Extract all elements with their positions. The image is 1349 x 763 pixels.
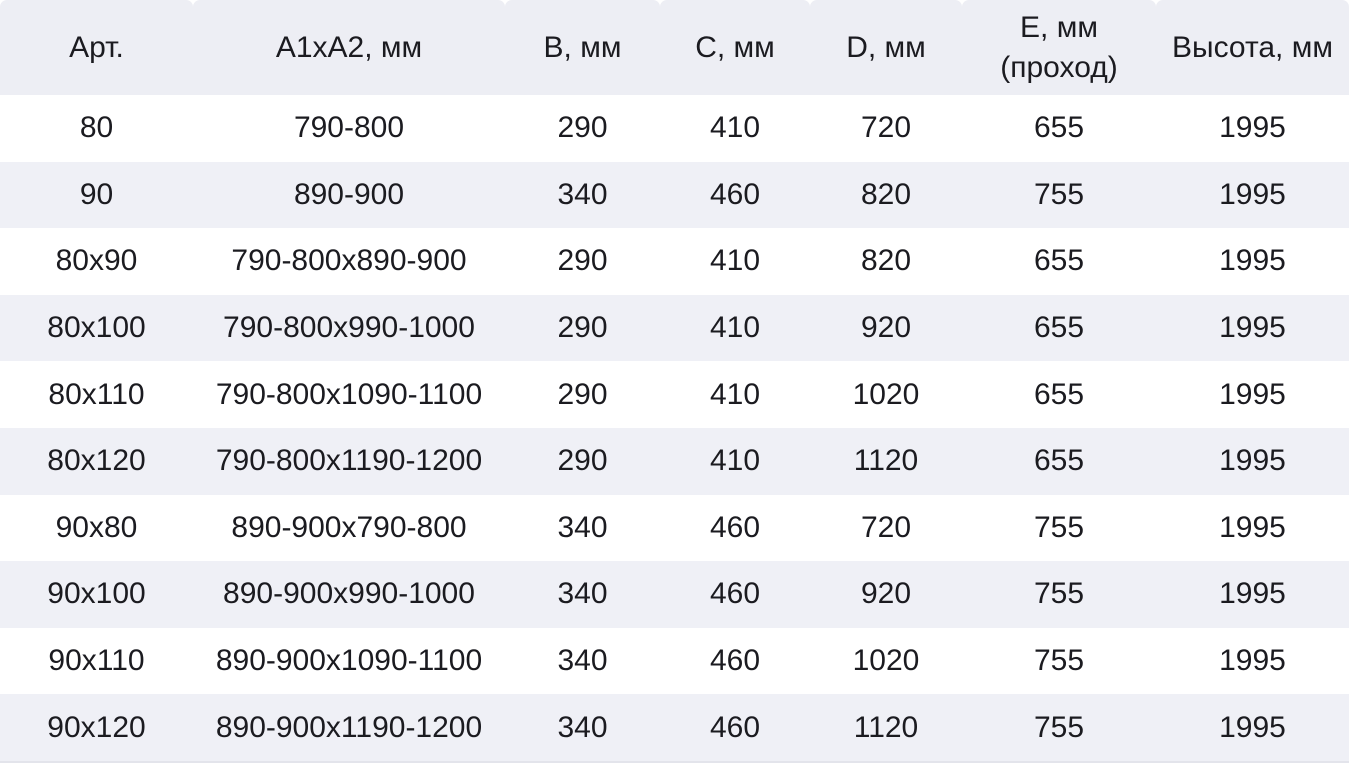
cell-c: 460: [709, 710, 761, 744]
cell-a1xa2: 890-900x990-1000: [223, 577, 475, 611]
cell-e: 755: [1033, 644, 1085, 678]
cell-d: 820: [860, 244, 912, 278]
table-header-row: Арт. A1xA2, мм B, мм C, мм D, мм E, мм (…: [0, 0, 1349, 95]
table-row: 90 890-900 340 460 820 755 1995: [0, 161, 1349, 229]
cell-height: 1995: [1219, 710, 1286, 744]
header-cell-e: E, мм (проход): [962, 0, 1156, 95]
cell-e: 755: [1033, 177, 1085, 211]
header-cell-b: B, мм: [505, 0, 660, 95]
cell-b: 290: [557, 111, 608, 145]
cell-e: 655: [1033, 444, 1085, 478]
table-row: 90x110 890-900x1090-1100 340 460 1020 75…: [0, 627, 1349, 695]
cell-art: 90x120: [47, 710, 146, 744]
cell-art: 80x120: [47, 444, 146, 478]
cell-b: 340: [557, 710, 608, 744]
cell-b: 340: [557, 644, 608, 678]
header-cell-art: Арт.: [0, 0, 193, 95]
cell-art: 90: [79, 177, 114, 211]
cell-height: 1995: [1219, 577, 1286, 611]
cell-c: 410: [709, 444, 761, 478]
header-cell-height: Высота, мм: [1156, 0, 1349, 95]
cell-d: 920: [860, 311, 912, 345]
cell-height: 1995: [1219, 510, 1286, 544]
cell-e: 655: [1033, 111, 1085, 145]
cell-c: 410: [709, 377, 761, 411]
cell-art: 80x110: [48, 377, 145, 411]
cell-art: 90x100: [47, 577, 146, 611]
header-cell-a1xa2: A1xA2, мм: [193, 0, 505, 95]
header-label: Высота, мм: [1172, 30, 1333, 64]
cell-art: 80: [79, 111, 114, 145]
cell-height: 1995: [1219, 444, 1286, 478]
cell-height: 1995: [1219, 644, 1286, 678]
cell-c: 460: [709, 577, 761, 611]
cell-e: 755: [1033, 577, 1085, 611]
header-label: E, мм: [1020, 10, 1098, 44]
table-row: 80x120 790-800x1190-1200 290 410 1120 65…: [0, 427, 1349, 495]
header-cell-d: D, мм: [810, 0, 962, 95]
cell-d: 1120: [853, 444, 919, 478]
cell-art: 80x100: [47, 311, 146, 345]
cell-height: 1995: [1219, 244, 1286, 278]
cell-c: 410: [709, 311, 761, 345]
cell-b: 290: [557, 244, 608, 278]
header-cell-c: C, мм: [660, 0, 810, 95]
cell-b: 290: [557, 444, 608, 478]
cell-a1xa2: 790-800x990-1000: [223, 311, 475, 345]
table-row: 90x100 890-900x990-1000 340 460 920 755 …: [0, 561, 1349, 628]
table-row: 80x90 790-800x890-900 290 410 820 655 19…: [0, 228, 1349, 295]
cell-d: 920: [860, 577, 912, 611]
header-label: B, мм: [543, 30, 622, 64]
cell-d: 720: [860, 111, 912, 145]
cell-a1xa2: 890-900: [293, 177, 405, 211]
cell-b: 340: [557, 510, 608, 544]
cell-art: 80x90: [55, 244, 138, 278]
table-row: 80x100 790-800x990-1000 290 410 920 655 …: [0, 294, 1349, 362]
cell-e: 755: [1033, 510, 1085, 544]
table-row: 80x110 790-800x1090-1100 290 410 1020 65…: [0, 361, 1349, 428]
cell-a1xa2: 790-800: [293, 111, 405, 145]
cell-c: 410: [709, 244, 761, 278]
cell-c: 460: [709, 177, 761, 211]
cell-b: 290: [557, 311, 608, 345]
cell-d: 1120: [853, 710, 919, 744]
cell-c: 460: [709, 510, 761, 544]
cell-height: 1995: [1219, 311, 1286, 345]
cell-d: 820: [860, 177, 912, 211]
cell-art: 90x110: [48, 644, 145, 678]
cell-a1xa2: 790-800x890-900: [231, 244, 467, 278]
cell-height: 1995: [1219, 377, 1286, 411]
header-label: Арт.: [69, 30, 124, 64]
cell-e: 655: [1033, 377, 1085, 411]
cell-d: 1020: [852, 644, 920, 678]
header-sublabel: (проход): [1000, 50, 1118, 84]
cell-b: 340: [557, 177, 608, 211]
cell-a1xa2: 890-900x790-800: [231, 510, 467, 544]
header-label: C, мм: [695, 30, 775, 64]
cell-b: 290: [557, 377, 608, 411]
cell-d: 1020: [852, 377, 920, 411]
cell-e: 655: [1033, 244, 1085, 278]
cell-c: 460: [709, 644, 761, 678]
cell-art: 90x80: [55, 510, 138, 544]
cell-a1xa2: 890-900x1090-1100: [215, 644, 483, 678]
cell-a1xa2: 890-900x1190-1200: [215, 710, 483, 744]
cell-b: 340: [557, 577, 608, 611]
cell-a1xa2: 790-800x1190-1200: [215, 444, 483, 478]
header-label: D, мм: [846, 30, 926, 64]
cell-height: 1995: [1219, 111, 1286, 145]
table-row: 80 790-800 290 410 720 655 1995: [0, 95, 1349, 162]
table-row: 90x80 890-900x790-800 340 460 720 755 19…: [0, 494, 1349, 562]
cell-e: 655: [1033, 311, 1085, 345]
header-label: A1xA2, мм: [275, 30, 423, 64]
cell-e: 755: [1033, 710, 1085, 744]
cell-d: 720: [860, 510, 912, 544]
cell-c: 410: [709, 111, 761, 145]
cell-height: 1995: [1219, 177, 1286, 211]
cell-a1xa2: 790-800x1090-1100: [215, 377, 483, 411]
table-row: 90x120 890-900x1190-1200 340 460 1120 75…: [0, 694, 1349, 763]
